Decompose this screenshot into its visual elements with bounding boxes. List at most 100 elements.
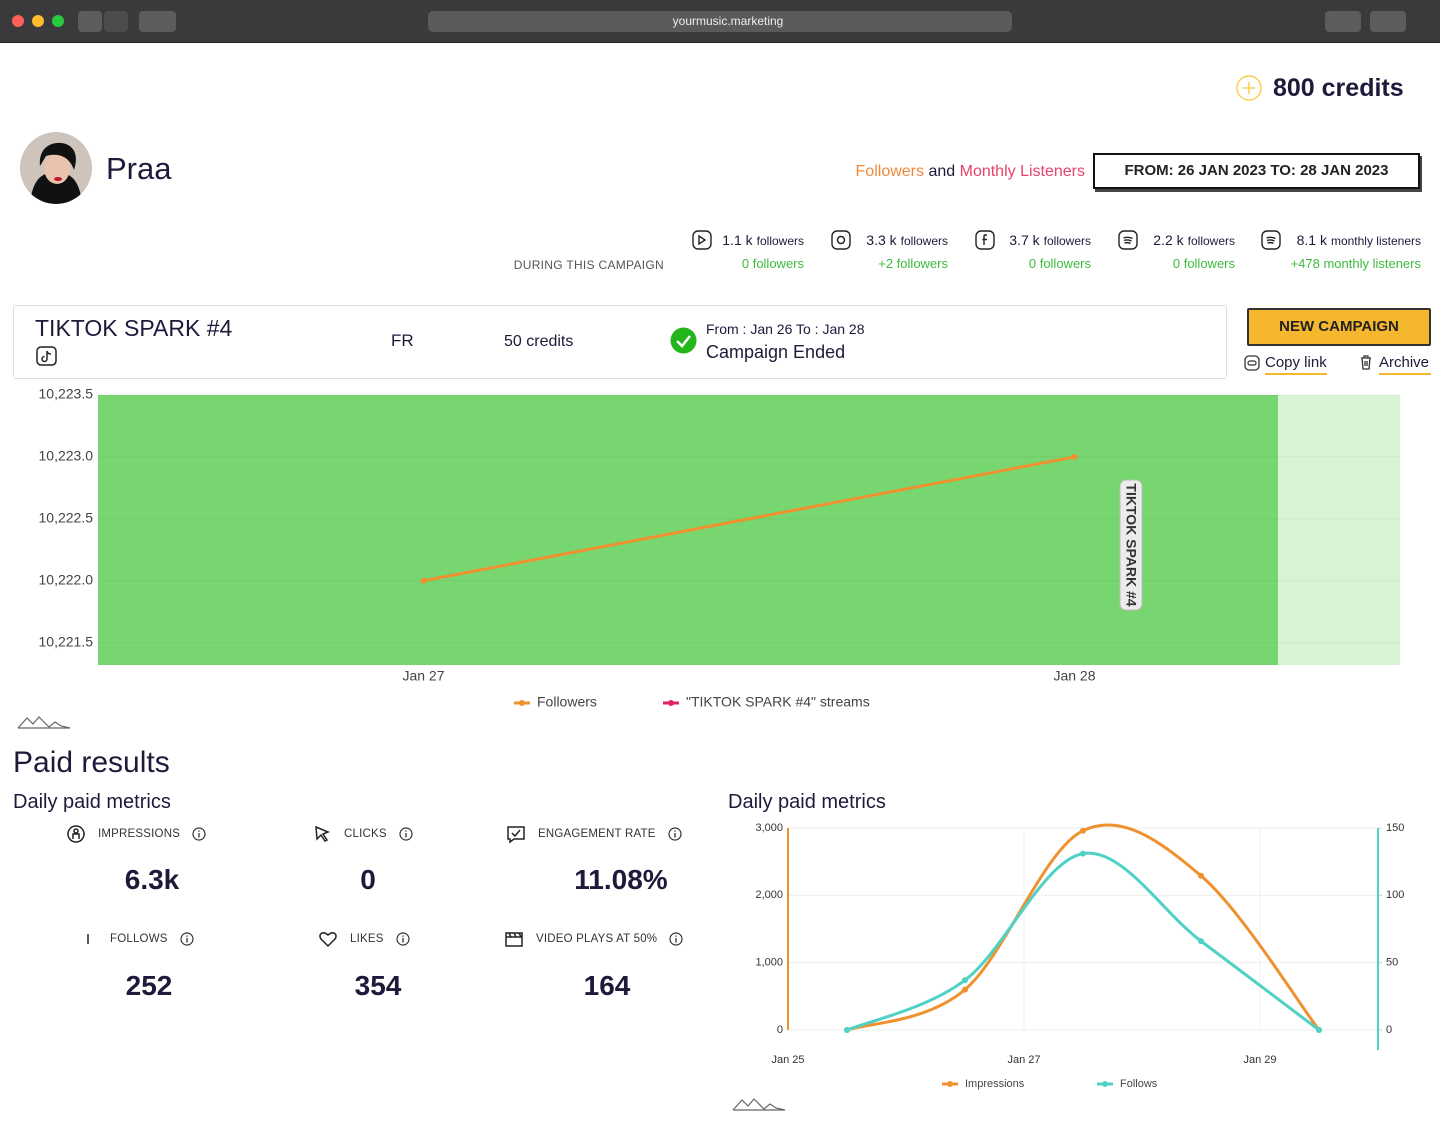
metric-value: 0 [360, 864, 376, 895]
info-icon[interactable] [180, 932, 194, 946]
back-button[interactable] [78, 11, 102, 32]
chart-title: Daily paid metrics [728, 791, 886, 813]
filter-listeners[interactable]: Monthly Listeners [959, 163, 1085, 180]
platform-icon [1261, 230, 1281, 250]
x-tick-label: Jan 25 [771, 1054, 804, 1066]
platform-count: 3.3 k [866, 232, 897, 248]
date-range-button[interactable]: FROM: 26 JAN 2023 TO: 28 JAN 2023 [1093, 153, 1420, 189]
info-icon[interactable] [399, 827, 413, 841]
y-tick-label: 0 [777, 1024, 783, 1036]
icon-glyph [505, 932, 523, 947]
artist-name: Praa [106, 151, 172, 186]
platform-total: 3.7 k followers [1009, 231, 1091, 250]
platform-change: 0 followers [741, 256, 804, 271]
metric-icon [67, 825, 85, 843]
close-button[interactable] [12, 15, 24, 27]
y2-tick-label: 50 [1386, 957, 1398, 969]
filter-conjunction: and [928, 163, 956, 180]
annotation-box [1119, 479, 1143, 611]
legend-marker [947, 1081, 953, 1087]
icon-frame [399, 827, 413, 841]
status-icon [670, 327, 697, 354]
metric-icon [87, 934, 89, 944]
y-tick-label: 10,222.5 [39, 510, 94, 526]
chart-type-icon[interactable] [732, 1095, 786, 1112]
platform-unit: followers [1043, 234, 1091, 248]
legend-label: Impressions [965, 1078, 1025, 1090]
platform-total: 3.3 k followers [866, 231, 948, 250]
platform-change: 0 followers [1172, 256, 1235, 271]
y2-tick-label: 0 [1386, 1024, 1392, 1036]
icon-frame [396, 932, 410, 946]
platform-icon [1118, 230, 1138, 250]
platform-unit: followers [900, 234, 948, 248]
copy-link-icon [1244, 355, 1260, 371]
chart-type-icon[interactable] [17, 713, 71, 730]
icon-frame [192, 827, 206, 841]
data-point [962, 986, 968, 993]
platform-icon [831, 230, 851, 250]
icon-frame [831, 230, 851, 250]
metric-header: CLICKS [312, 824, 413, 844]
paid-title: Paid results [13, 746, 170, 779]
tabs-button[interactable] [1370, 11, 1406, 32]
y-tick-label: 10,223.5 [39, 386, 94, 402]
sidebar-button[interactable] [139, 11, 176, 32]
platform-change: +2 followers [878, 256, 948, 271]
share-button[interactable] [1325, 11, 1361, 32]
icon-glyph [507, 826, 525, 844]
y-tick-label: 1,000 [755, 957, 783, 969]
minimize-button[interactable] [32, 15, 44, 27]
y2-tick-label: 150 [1386, 822, 1404, 834]
platform-change: 0 followers [1028, 256, 1091, 271]
platform-count: 1.1 k [722, 232, 753, 248]
filter-followers[interactable]: Followers [855, 163, 924, 180]
platform-unit: monthly listeners [1330, 234, 1421, 248]
stats-caption: DURING THIS CAMPAIGN [513, 258, 664, 272]
icon-glyph [982, 234, 987, 245]
metric-label: VIDEO PLAYS AT 50% [536, 933, 658, 945]
zoom-button[interactable] [52, 15, 64, 27]
add-credits-icon[interactable] [1235, 74, 1263, 102]
forward-button[interactable] [104, 11, 128, 32]
metric-label: IMPRESSIONS [98, 828, 181, 840]
icon-glyph [698, 234, 707, 246]
info-icon[interactable] [396, 932, 410, 946]
platform-icon [975, 230, 995, 250]
metric-value: 11.08% [574, 864, 668, 895]
info-icon[interactable] [192, 827, 206, 841]
icon-frame [667, 827, 682, 841]
archive[interactable]: Archive [1379, 354, 1431, 375]
address-bar[interactable] [428, 11, 1012, 32]
metric-label: ENGAGEMENT RATE [538, 828, 656, 840]
y-tick-label: 10,222.0 [39, 571, 94, 587]
copy-link[interactable]: Copy link [1265, 354, 1327, 375]
platform-count: 3.7 k [1009, 232, 1040, 248]
icon-glyph [315, 825, 330, 842]
followers-chart: 10,221.5 10,222.0 10,222.5 10,223.0 10,223.5… [39, 386, 1400, 710]
info-icon[interactable] [669, 932, 683, 946]
tiktok-icon [36, 346, 57, 366]
data-point [1198, 872, 1204, 879]
platform-total: 2.2 k followers [1153, 231, 1235, 250]
legend-label: "TIKTOK SPARK #4" streams [686, 694, 870, 710]
icon-frame [1261, 230, 1281, 250]
campaign-credits: 50 credits [504, 333, 574, 350]
info-icon[interactable] [667, 827, 682, 841]
campaign-dates: From : Jan 26 To : Jan 28 [706, 321, 865, 337]
campaign-country: FR [391, 331, 414, 350]
campaign-name: TIKTOK SPARK #4 [35, 315, 233, 341]
credits: 800 credits [1273, 74, 1404, 102]
data-point [420, 577, 427, 584]
data-point [1316, 1027, 1322, 1033]
paid-subtitle: Daily paid metrics [13, 791, 171, 813]
metric-label: FOLLOWS [110, 933, 168, 945]
y-tick-label: 3,000 [755, 822, 783, 834]
y2-tick-label: 100 [1386, 889, 1404, 901]
icon-glyph [319, 932, 337, 948]
metric-header: ENGAGEMENT RATE [506, 824, 682, 844]
new-campaign-button[interactable]: NEW CAMPAIGN [1247, 308, 1431, 346]
series-line [846, 851, 1320, 1032]
metric-header: IMPRESSIONS [66, 824, 206, 844]
